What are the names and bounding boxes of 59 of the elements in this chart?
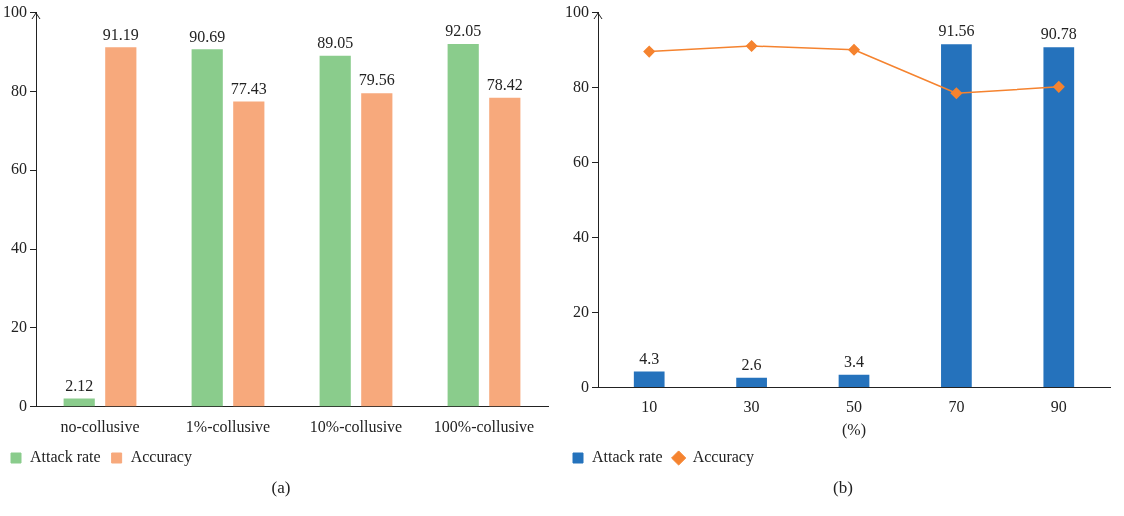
y-tick-label: 80 (573, 77, 589, 95)
data-label: 91.19 (102, 25, 139, 43)
x-tick-label: 100%-collusive (433, 417, 535, 435)
x-tick-label: 1%-collusive (185, 417, 271, 435)
data-label: 3.4 (844, 353, 864, 371)
legend-label: Attack rate (30, 448, 101, 466)
bar (105, 47, 137, 407)
data-label: 90.78 (1040, 25, 1077, 43)
y-tick-label: 0 (19, 397, 27, 414)
point (745, 40, 758, 52)
text: (b) (832, 478, 854, 498)
data-label: 4.3 (639, 349, 660, 367)
text: (a) (270, 478, 292, 498)
point (1053, 81, 1065, 93)
x-axis-title: (%) (842, 420, 866, 439)
x-tick-label: 30 (743, 398, 760, 416)
data-label: 89.05 (317, 33, 354, 51)
data-label: 90.69 (189, 27, 226, 45)
bar (838, 374, 870, 388)
x-tick-label: 50 (846, 398, 862, 416)
point (848, 43, 860, 56)
y-tick-label: 60 (11, 160, 27, 178)
data-label: 2.12 (65, 376, 94, 394)
data-label: 2.6 (741, 356, 762, 374)
x-tick-label: 90 (1050, 398, 1067, 416)
legend-label: Accuracy (692, 448, 754, 467)
y-tick-label: 80 (11, 81, 27, 99)
y-tick-label: 0 (581, 377, 589, 395)
y-tick-label: 40 (573, 227, 589, 245)
x-tick-label: 70 (948, 398, 965, 416)
x-tick-label: 10 (641, 398, 658, 416)
y-tick-label: 100 (3, 2, 27, 20)
bar (233, 101, 265, 407)
point (643, 45, 655, 58)
bar (489, 97, 521, 407)
y-tick-label: 60 (573, 152, 589, 170)
bar (319, 55, 351, 407)
bar (191, 49, 223, 407)
bar (633, 371, 665, 388)
bar (1043, 47, 1075, 388)
x-tick-label: 10%-collusive (309, 417, 403, 435)
legend-label: Attack rate (592, 448, 663, 466)
bar (736, 377, 767, 388)
data-label: 78.42 (486, 75, 523, 93)
data-label: 92.05 (445, 22, 482, 40)
data-label: 79.56 (358, 71, 395, 89)
bar (63, 398, 95, 407)
legend-label: Accuracy (130, 448, 192, 467)
y-tick-label: 20 (11, 318, 27, 336)
data-label: 91.56 (938, 22, 975, 40)
bar (941, 44, 972, 388)
y-tick-label: 100 (565, 2, 589, 20)
data-label: 77.43 (230, 79, 267, 97)
x-tick-label: no-collusive (60, 417, 140, 435)
point (950, 87, 963, 99)
bar (447, 43, 479, 407)
y-tick-label: 40 (11, 239, 27, 257)
bar (361, 93, 393, 407)
y-tick-label: 20 (573, 302, 589, 320)
